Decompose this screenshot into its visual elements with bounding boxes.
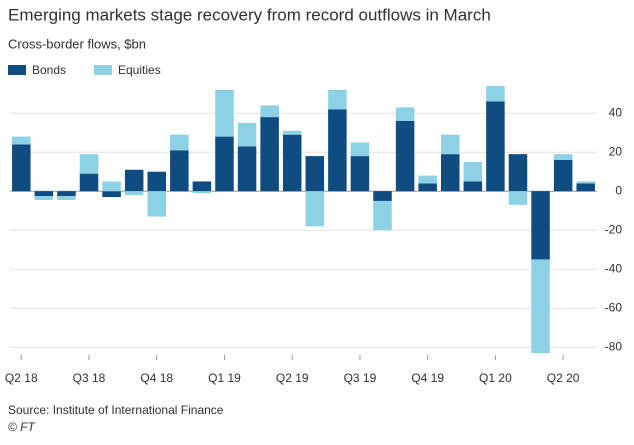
bar (350, 156, 370, 192)
bar (282, 130, 302, 135)
bar (192, 181, 212, 192)
bar (553, 154, 573, 160)
bar (418, 183, 437, 192)
credit: © FT (8, 420, 37, 434)
x-tick-label: Q3 18 (73, 371, 106, 385)
bar (170, 134, 189, 151)
bar (508, 191, 528, 205)
y-tick-label: 0 (615, 183, 622, 197)
y-tick-label: -40 (605, 261, 623, 275)
y-tick-label: 20 (609, 144, 623, 158)
bar (102, 191, 121, 198)
bar (102, 181, 121, 192)
bar (282, 134, 302, 192)
bar (553, 160, 573, 192)
bar (147, 191, 167, 217)
bar (486, 85, 505, 102)
chart-title: Emerging markets stage recovery from rec… (8, 5, 491, 24)
bar (395, 121, 415, 192)
bar (34, 196, 54, 200)
legend-label: Equities (118, 63, 161, 77)
x-tick-label: Q2 20 (547, 371, 580, 385)
bar (576, 183, 595, 192)
bar (328, 109, 347, 192)
x-tick-label: Q2 19 (276, 371, 309, 385)
bar (170, 150, 189, 192)
bar (463, 181, 483, 192)
y-tick-label: -20 (605, 222, 623, 236)
bar (440, 134, 460, 155)
x-tick-label: Q1 20 (479, 371, 512, 385)
bar (260, 105, 279, 118)
bar (79, 154, 99, 174)
bar (350, 142, 370, 157)
bar (373, 191, 392, 201)
bar (34, 191, 54, 197)
bar (215, 136, 234, 192)
bar (305, 191, 325, 227)
bar (57, 191, 76, 197)
x-tick-label: Q4 19 (411, 371, 444, 385)
bar (12, 136, 31, 145)
bar (576, 181, 595, 184)
y-tick-label: 40 (609, 105, 623, 119)
legend-swatch (8, 65, 26, 75)
bar (215, 89, 234, 137)
x-tick-label: Q3 19 (344, 371, 377, 385)
y-tick-label: -60 (605, 300, 623, 314)
bar (418, 175, 437, 184)
bar (508, 154, 528, 192)
bar (12, 144, 31, 192)
bar (124, 169, 144, 192)
legend-swatch (94, 65, 112, 75)
bar (192, 191, 212, 194)
bar (79, 173, 99, 192)
x-tick-label: Q4 18 (140, 371, 173, 385)
legend-label: Bonds (32, 63, 66, 77)
bar (440, 154, 460, 192)
bar (260, 117, 279, 192)
x-tick-label: Q1 19 (208, 371, 241, 385)
bar (373, 200, 392, 231)
bar (305, 156, 325, 192)
bar (124, 191, 144, 196)
bar (486, 101, 505, 192)
bar (237, 122, 257, 147)
bar (147, 171, 167, 192)
bar (237, 146, 257, 192)
chart-subtitle: Cross-border flows, $bn (8, 36, 146, 51)
bar (531, 191, 550, 260)
bar (57, 196, 76, 200)
bar (395, 107, 415, 121)
bar (531, 259, 550, 354)
bar (328, 89, 347, 110)
source: Source: Institute of International Finan… (8, 403, 224, 417)
bar (463, 161, 483, 182)
x-tick-label: Q2 18 (5, 371, 38, 385)
y-tick-label: -80 (605, 339, 623, 353)
